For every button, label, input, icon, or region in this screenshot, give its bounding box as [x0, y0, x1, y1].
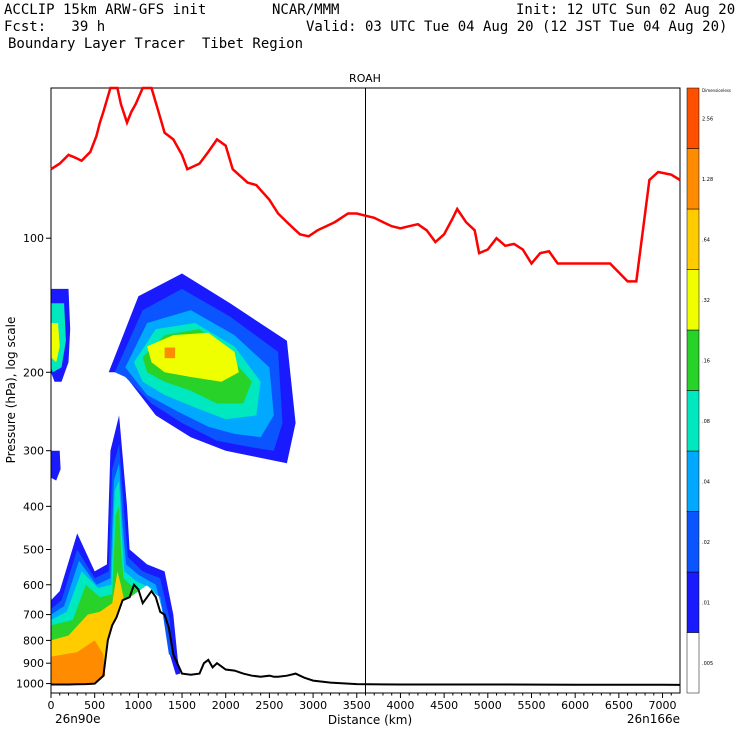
colorbar-label: 2.56 [702, 116, 713, 122]
x-tick-label: 6000 [561, 699, 589, 712]
y-tick-label: 100 [23, 232, 44, 245]
colorbar-label: .04 [702, 479, 710, 485]
y-tick-label: 300 [23, 445, 44, 458]
colorbar-label: .16 [702, 358, 710, 364]
y-tick-label: 800 [23, 634, 44, 647]
y-tick-label: 600 [23, 579, 44, 592]
product-title: Boundary Layer Tracer Tibet Region [8, 36, 304, 52]
tracer-fills [51, 273, 296, 685]
chart-title: ROAH [349, 72, 381, 85]
y-tick-label: 700 [23, 609, 44, 622]
tropopause-line [50, 86, 681, 283]
colorbar-unit-label: Dimensionless [702, 88, 731, 93]
y-axis-ticks: 100 200 300 400 500 600 700 800 900 1000 [16, 232, 51, 691]
colorbar-swatch [686, 87, 700, 149]
x-tick-label: 2500 [255, 699, 283, 712]
colorbar-label: .64 [702, 237, 710, 243]
x-tick-label: 4000 [386, 699, 414, 712]
colorbar-swatch [686, 571, 700, 633]
x-end-label: 26n166e [627, 712, 680, 726]
tracer-region [164, 347, 176, 359]
x-tick-label: 4500 [430, 699, 458, 712]
x-axis-ticks: 0 500 1000 1500 2000 2500 3000 3500 4000 4500 5000… [48, 693, 677, 712]
colorbar-swatch [686, 390, 700, 452]
tracer-region [51, 323, 60, 363]
x-tick-label: 3000 [299, 699, 327, 712]
colorbar-swatch [686, 208, 700, 270]
tracer-region [51, 450, 61, 481]
center-label: NCAR/MMM [272, 2, 340, 18]
colorbar-label: .01 [702, 600, 710, 606]
x-tick-label: 1000 [124, 699, 152, 712]
tracer-region [147, 332, 239, 382]
x-tick-label: 3500 [343, 699, 371, 712]
surface-pressure-line [51, 582, 681, 686]
x-tick-label: 2000 [212, 699, 240, 712]
x-tick-label: 6500 [605, 699, 633, 712]
y-axis-label: Pressure (hPa), log scale [4, 317, 18, 464]
colorbar: .005 .01 .02 .04 .08 .16 .32 .64 1.28 2.56 [686, 87, 713, 694]
colorbar-swatch [686, 632, 700, 694]
colorbar-swatch [686, 148, 700, 210]
x-tick-label: 5500 [517, 699, 545, 712]
colorbar-label: .32 [702, 298, 710, 304]
y-tick-label: 500 [23, 543, 44, 556]
y-tick-label: 400 [23, 500, 44, 513]
y-tick-label: 1000 [16, 678, 44, 691]
colorbar-swatch [686, 269, 700, 331]
x-tick-label: 7000 [649, 699, 677, 712]
forecast-hour: Fcst: 39 h [4, 19, 106, 35]
tracer-region [51, 640, 106, 685]
x-tick-label: 5000 [474, 699, 502, 712]
x-tick-label: 0 [48, 699, 55, 712]
x-start-label: 26n90e [55, 712, 101, 726]
colorbar-swatch [686, 450, 700, 512]
valid-time: Valid: 03 UTC Tue 04 Aug 20 (12 JST Tue … [306, 19, 728, 35]
colorbar-label: .005 [702, 661, 713, 667]
colorbar-label: .02 [702, 540, 710, 546]
y-tick-label: 200 [23, 366, 44, 379]
y-tick-label: 900 [23, 657, 44, 670]
model-label: ACCLIP 15km ARW-GFS init [4, 2, 207, 18]
init-time: Init: 12 UTC Sun 02 Aug 20 [516, 2, 736, 18]
colorbar-swatch [686, 511, 700, 573]
colorbar-swatch [686, 329, 700, 391]
colorbar-label: 1.28 [702, 177, 713, 183]
colorbar-label: .08 [702, 419, 710, 425]
x-axis-label: Distance (km) [328, 713, 412, 727]
x-tick-label: 1500 [168, 699, 196, 712]
x-tick-label: 500 [84, 699, 105, 712]
